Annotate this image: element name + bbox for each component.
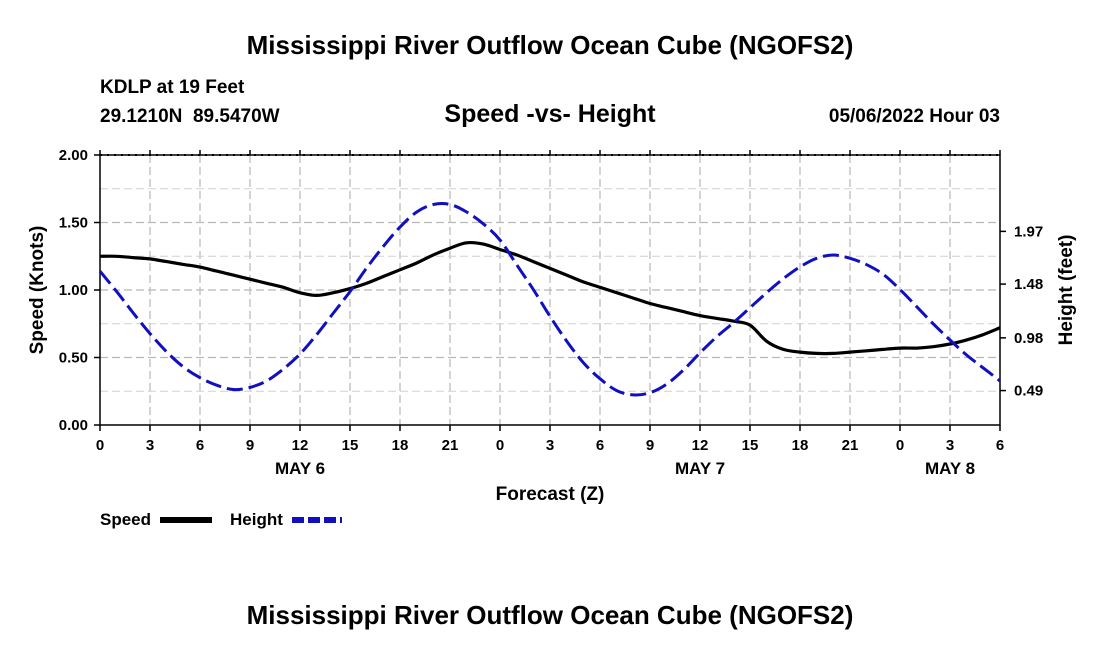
y-left-tick-label: 0.00 <box>59 417 88 434</box>
x-tick-label: 18 <box>392 437 409 454</box>
x-tick-label: 3 <box>146 437 154 454</box>
x-tick-label: 21 <box>442 437 459 454</box>
footer-title: Mississippi River Outflow Ocean Cube (NG… <box>246 600 854 630</box>
y-right-tick-label: 1.97 <box>1014 223 1043 240</box>
y-axis-right-label: Height (feet) <box>1056 235 1077 346</box>
x-tick-label: 0 <box>96 437 104 454</box>
y-right-tick-label: 0.49 <box>1014 383 1043 400</box>
legend-speed-label: Speed <box>100 510 151 529</box>
station-label: KDLP at 19 Feet <box>100 77 245 98</box>
date-label: MAY 6 <box>275 459 325 478</box>
y-left-tick-label: 2.00 <box>59 147 88 164</box>
y-left-tick-label: 1.50 <box>59 215 88 232</box>
chart-title: Mississippi River Outflow Ocean Cube (NG… <box>246 30 854 60</box>
y-right-tick-label: 0.98 <box>1014 330 1043 347</box>
forecast-timestamp: 05/06/2022 Hour 03 <box>828 106 1000 127</box>
x-tick-label: 6 <box>196 437 204 454</box>
x-tick-label: 9 <box>246 437 254 454</box>
axis-ticks <box>94 150 1006 431</box>
location-label: 29.1210N 89.5470W <box>100 106 280 127</box>
series-speed-line <box>99 240 1001 356</box>
grid <box>100 155 1000 425</box>
x-tick-label: 15 <box>342 437 359 454</box>
x-tick-label: 15 <box>742 437 759 454</box>
legend-height-label: Height <box>230 510 283 529</box>
x-tick-label: 0 <box>496 437 504 454</box>
chart-subtitle: Speed -vs- Height <box>444 100 656 128</box>
x-tick-label: 12 <box>692 437 709 454</box>
x-tick-label: 12 <box>292 437 309 454</box>
y-axis-left-label: Speed (Knots) <box>27 226 48 355</box>
y-left-tick-label: 0.50 <box>59 350 88 367</box>
axis-labels: 0 3 6 9 12 15 18 21 0 3 6 9 12 15 18 21 0 3 6 0.00 0.50 1.00 1… <box>59 147 1043 478</box>
x-tick-label: 6 <box>996 437 1004 454</box>
x-tick-label: 6 <box>596 437 604 454</box>
x-tick-label: 21 <box>842 437 859 454</box>
x-tick-label: 18 <box>792 437 809 454</box>
series <box>98 202 1001 397</box>
legend: Speed Height <box>100 510 342 529</box>
x-axis-label: Forecast (Z) <box>496 484 605 505</box>
series-height-line <box>98 202 1001 397</box>
x-tick-label: 3 <box>946 437 954 454</box>
date-label: MAY 8 <box>925 459 975 478</box>
x-tick-label: 0 <box>896 437 904 454</box>
y-right-tick-label: 1.48 <box>1014 276 1043 293</box>
date-label: MAY 7 <box>675 459 725 478</box>
x-tick-label: 9 <box>646 437 654 454</box>
y-left-tick-label: 1.00 <box>59 282 88 299</box>
x-tick-label: 3 <box>546 437 554 454</box>
